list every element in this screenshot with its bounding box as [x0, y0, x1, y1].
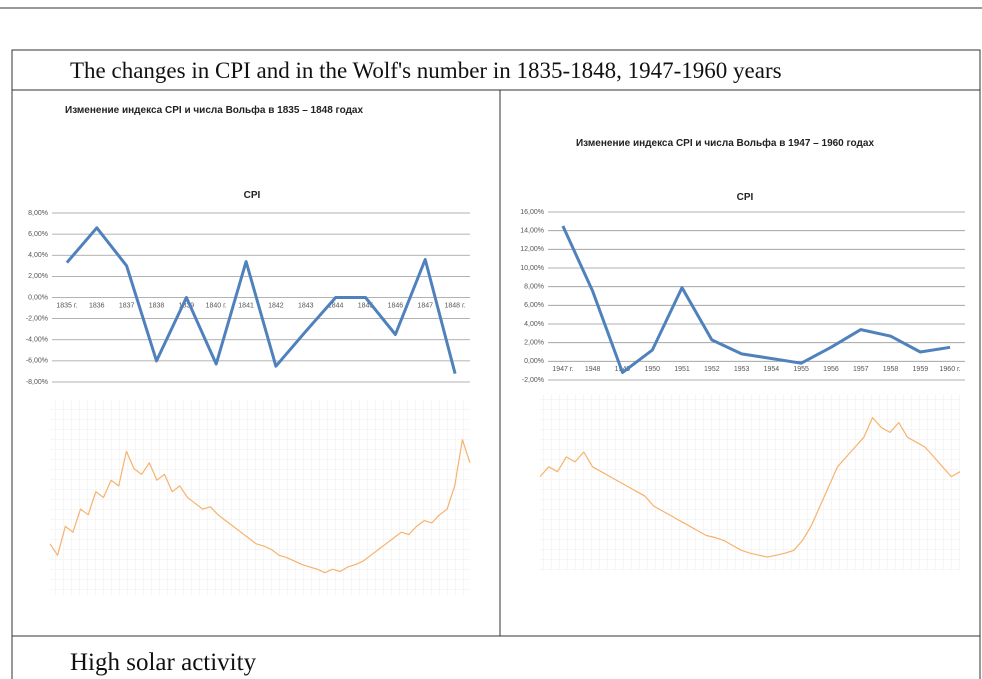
x-tick-label: 1848 г. — [444, 302, 465, 309]
x-tick-label: 1843 — [298, 302, 314, 309]
y-tick-label: 6,00% — [524, 302, 544, 309]
y-tick-label: 10,00% — [520, 265, 544, 272]
y-tick-label: 4,00% — [524, 321, 544, 328]
chart-title: Изменение индекса CPI и числа Вольфа в 1… — [65, 104, 363, 116]
y-tick-label: 8,00% — [28, 210, 48, 217]
chart-title: Изменение индекса CPI и числа Вольфа в 1… — [576, 137, 874, 149]
x-tick-label: 1959 — [913, 366, 929, 373]
data-line — [539, 417, 961, 558]
wolf-background — [50, 400, 470, 595]
y-tick-label: 12,00% — [520, 246, 544, 253]
wolf-background — [540, 395, 960, 570]
x-tick-label: 1835 г. — [56, 302, 77, 309]
chart-subtitle: CPI — [244, 190, 261, 201]
x-tick-label: 1837 — [119, 302, 135, 309]
y-tick-label: 2,00% — [524, 340, 544, 347]
x-tick-label: 1838 — [149, 302, 165, 309]
table-border — [11, 49, 981, 679]
x-tick-label: 1952 — [704, 366, 720, 373]
x-tick-label: 1957 — [853, 366, 869, 373]
y-tick-label: -6,00% — [26, 358, 48, 365]
x-tick-label: 1960 г. — [940, 366, 961, 373]
chart-subtitle: CPI — [737, 192, 754, 203]
x-tick-label: 1958 — [883, 366, 899, 373]
x-tick-label: 1845 — [358, 302, 374, 309]
data-line — [49, 439, 471, 574]
y-tick-label: 0,00% — [28, 294, 48, 301]
x-tick-label: 1955 — [793, 366, 809, 373]
y-tick-label: 6,00% — [28, 231, 48, 238]
table-title: The changes in CPI and in the Wolf's num… — [70, 58, 782, 83]
x-tick-label: 1953 — [734, 366, 750, 373]
x-tick-label: 1840 г. — [206, 302, 227, 309]
x-tick-label: 1846 — [388, 302, 404, 309]
y-tick-label: 2,00% — [28, 273, 48, 280]
y-tick-label: 0,00% — [524, 358, 544, 365]
x-tick-label: 1847 — [417, 302, 433, 309]
data-line — [561, 225, 951, 374]
x-tick-label: 1956 — [823, 366, 839, 373]
x-tick-label: 1950 — [644, 366, 660, 373]
x-tick-label: 1954 — [764, 366, 780, 373]
x-tick-label: 1839 — [179, 302, 195, 309]
y-tick-label: -8,00% — [26, 379, 48, 386]
y-tick-label: 4,00% — [28, 252, 48, 259]
footer-text: High solar activity — [70, 649, 257, 676]
y-tick-label: 8,00% — [524, 284, 544, 291]
y-tick-label: -2,00% — [522, 377, 544, 384]
x-tick-label: 1948 — [585, 366, 601, 373]
x-tick-label: 1842 — [268, 302, 284, 309]
y-tick-label: 16,00% — [520, 209, 544, 216]
y-tick-label: -2,00% — [26, 315, 48, 322]
data-line — [65, 226, 457, 374]
x-tick-label: 1947 г. — [552, 366, 573, 373]
x-tick-label: 1951 — [674, 366, 690, 373]
x-tick-label: 1844 — [328, 302, 344, 309]
x-tick-label: 1836 — [89, 302, 105, 309]
y-tick-label: 14,00% — [520, 228, 544, 235]
x-tick-label: 1841 — [238, 302, 254, 309]
y-tick-label: -4,00% — [26, 337, 48, 344]
